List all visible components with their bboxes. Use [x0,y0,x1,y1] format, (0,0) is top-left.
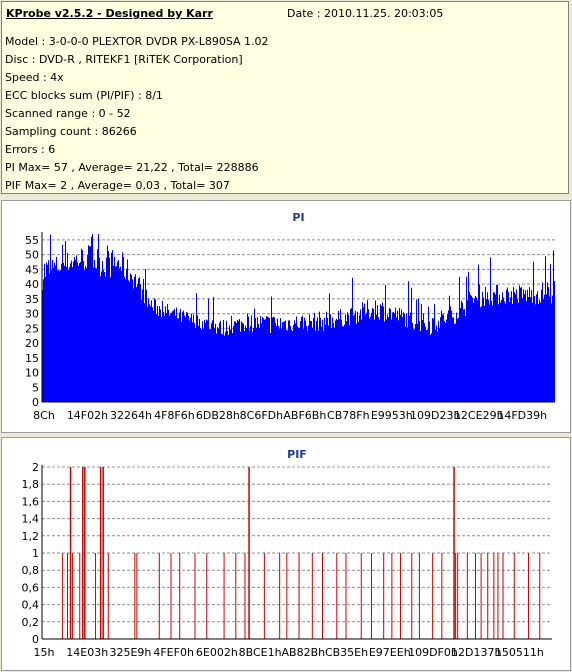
scan-date: Date : 2010.11.25. 20:03:05 [287,7,444,20]
pif-y-tick-label: 0,6 [22,581,40,594]
pi-y-tick-label: 55 [25,234,39,247]
pi-chart-title: PI [292,211,304,224]
pif-y-tick-label: 1,8 [22,478,40,491]
ecc-blocks-line: ECC blocks sum (PI/PIF) : 8/1 [5,89,163,102]
pif-x-tick-label: 15h [34,646,55,659]
pif-chart: PIF 0 0,2 0,4 0,6 0,8 1 1,2 1,4 1,6 1,8 2 15h 14E03h 3… [22,448,552,659]
pi-y-tick-label: 35 [25,293,39,306]
pi-y-tick-label: 0 [32,396,39,409]
errors-line: Errors : 6 [5,143,56,156]
speed-line: Speed : 4x [5,71,64,84]
pi-x-tick-label: 14FD39h [497,409,547,422]
pif-y-tick-label: 1,2 [22,530,40,543]
pif-y-tick-label: 1 [32,547,39,560]
pif-chart-title: PIF [287,448,307,461]
pif-y-tick-label: 2 [32,461,39,474]
pi-y-tick-label: 5 [32,381,39,394]
pif-y-tick-label: 0,8 [22,564,40,577]
pif-y-tick-label: 1,6 [22,495,40,508]
pif-x-tick-label: 12D137h [451,646,501,659]
pi-bars [42,234,555,402]
pi-x-tick-label: 14F02h [67,409,108,422]
app-title: KProbe v2.5.2 - Designed by Karr [6,7,213,20]
pi-y-tick-label: 30 [25,308,39,321]
pi-x-tick-label: 109D23h [410,409,460,422]
pif-bars [61,467,541,639]
pi-x-tick-label: 32264h [110,409,152,422]
pi-summary-line: PI Max= 57 , Average= 21,22 , Total= 228… [5,161,259,174]
pi-x-tick-label: 8C6FDh [240,409,283,422]
pif-y-tick-label: 0,4 [22,599,40,612]
pi-x-tick-label: E9953h [371,409,413,422]
pi-y-tick-label: 25 [25,322,39,335]
pif-x-tick-label: 4FEF0h [153,646,194,659]
pif-x-tick-label: E97EEh [369,646,411,659]
pi-y-tick-label: 10 [25,367,39,380]
pi-x-tick-label: 4F8F6h [154,409,195,422]
pif-x-tick-label: 6E002h [196,646,238,659]
pi-x-tick-label: CB78Fh [327,409,370,422]
pif-x-tick-label: 14E03h [66,646,108,659]
pi-x-tick-label: ABF6Bh [283,409,326,422]
pif-x-tick-label: AB82Bh [282,646,326,659]
info-panel: KProbe v2.5.2 - Designed by Karr Date : … [1,1,569,194]
pi-chart-panel: PI 0 5 10 15 20 25 30 35 40 45 50 55 8Ch 14F02h 32264h 4… [1,200,571,433]
pi-y-tick-label: 45 [25,263,39,276]
pi-y-tick-label: 50 [25,249,39,262]
pif-summary-line: PIF Max= 2 , Average= 0,03 , Total= 307 [5,179,230,192]
pif-chart-panel: PIF 0 0,2 0,4 0,6 0,8 1 1,2 1,4 1,6 1,8 2 15h 14E03h 3… [1,437,571,671]
pif-x-tick-label: 325E9h [109,646,151,659]
model-line: Model : 3-0-0-0 PLEXTOR DVDR PX-L890SA 1… [5,35,269,48]
pif-x-tick-label: 150511h [495,646,544,659]
scanned-range-line: Scanned range : 0 - 52 [5,107,131,120]
pif-y-tick-label: 1,4 [22,513,40,526]
pi-x-tick-label: 12CE29h [454,409,504,422]
pif-x-tick-label: CB35Eh [325,646,368,659]
pif-x-tick-label: 8BCE1h [239,646,282,659]
pi-y-tick-label: 15 [25,352,39,365]
pi-x-tick-label: 6DB28h [196,409,240,422]
sampling-count-line: Sampling count : 86266 [5,125,137,138]
pi-y-tick-label: 40 [25,278,39,291]
disc-line: Disc : DVD-R , RITEKF1 [RiTEK Corporatio… [5,53,243,66]
pif-x-tick-label: 109DF0h [408,646,458,659]
pi-x-tick-label: 8Ch [33,409,55,422]
pif-y-tick-label: 0 [32,633,39,646]
pi-y-tick-label: 20 [25,337,39,350]
pif-y-tick-label: 0,2 [22,616,40,629]
